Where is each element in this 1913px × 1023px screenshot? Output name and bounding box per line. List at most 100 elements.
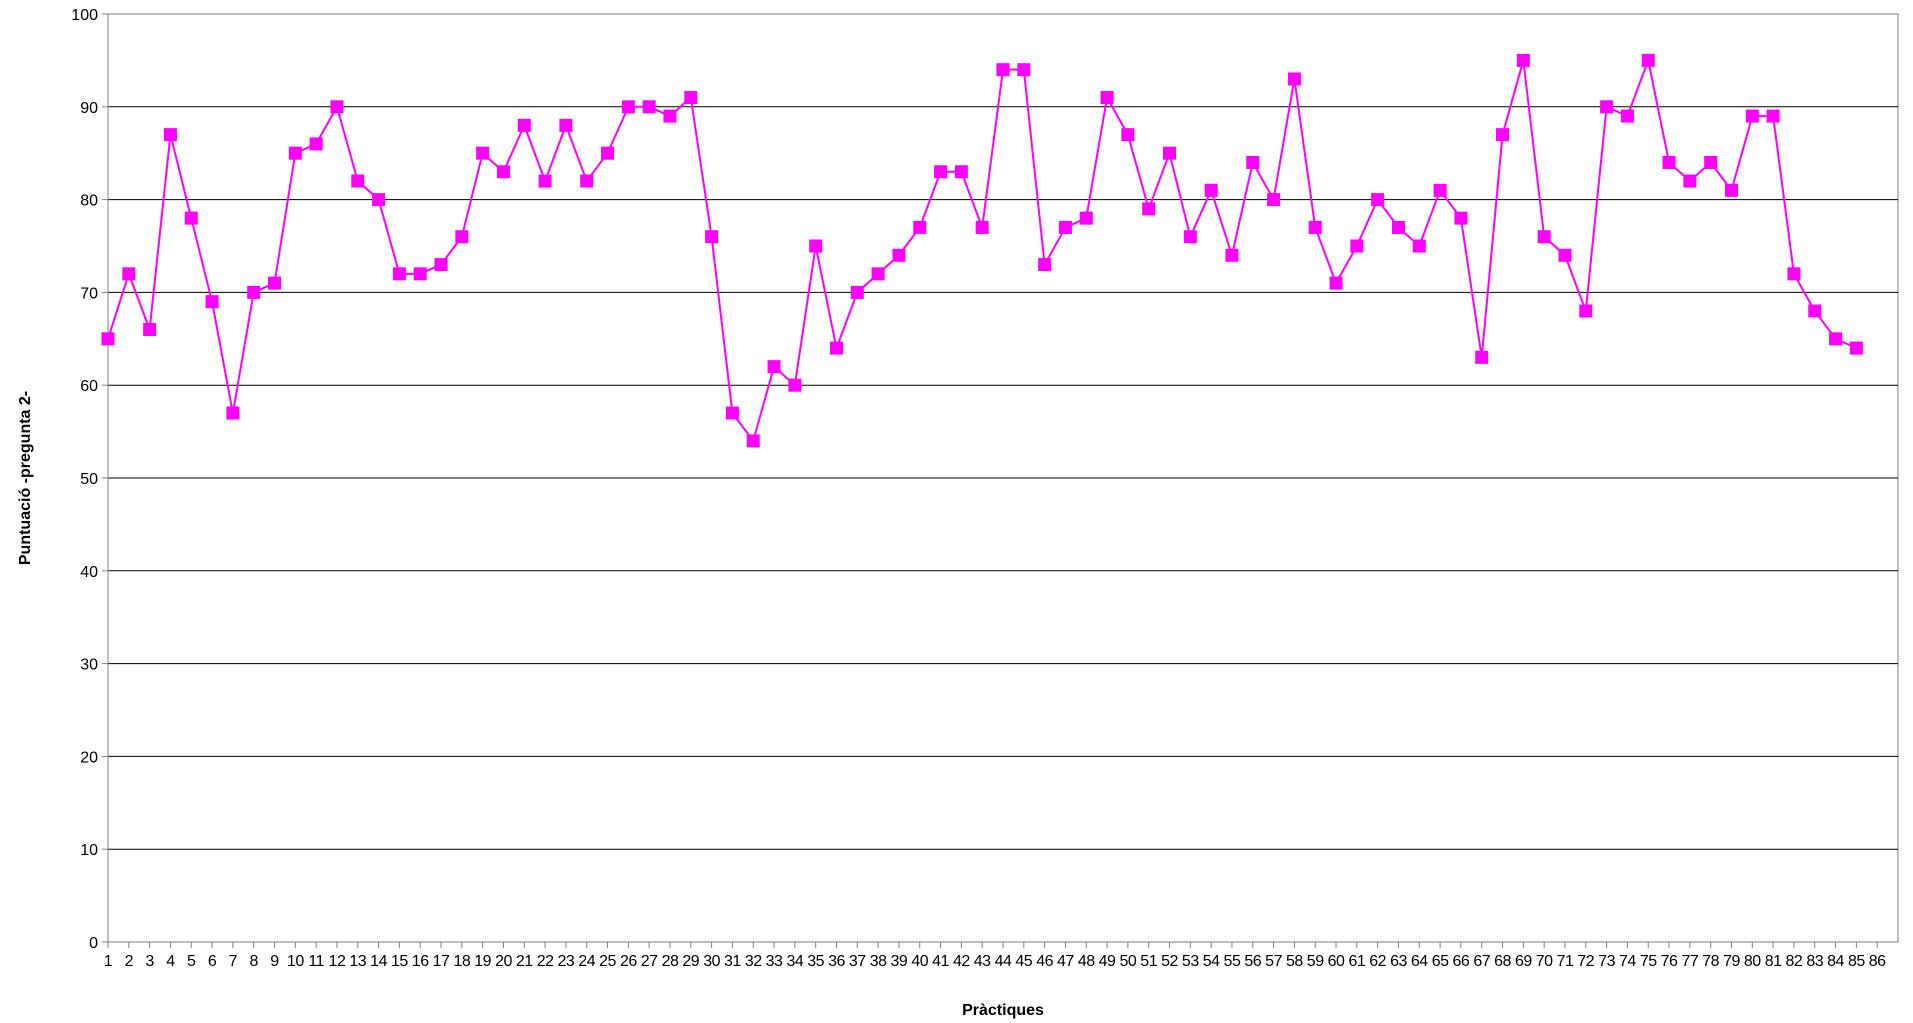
data-point xyxy=(1829,332,1843,346)
data-point xyxy=(725,406,739,420)
data-point xyxy=(1496,128,1510,142)
x-tick-label: 83 xyxy=(1806,953,1823,970)
x-tick-label: 80 xyxy=(1744,953,1761,970)
x-tick-label: 30 xyxy=(703,953,720,970)
x-tick-label: 15 xyxy=(391,953,408,970)
data-point xyxy=(476,146,490,160)
x-tick-label: 1 xyxy=(104,953,113,970)
data-point xyxy=(1100,91,1114,105)
x-tick-label: 82 xyxy=(1786,953,1803,970)
x-tick-label: 48 xyxy=(1078,953,1095,970)
data-point xyxy=(767,360,781,374)
x-tick-label: 17 xyxy=(433,953,450,970)
data-point xyxy=(1641,53,1655,67)
data-point xyxy=(1017,63,1031,77)
data-point xyxy=(601,146,615,160)
x-tick-label: 60 xyxy=(1328,953,1345,970)
x-tick-label: 21 xyxy=(516,953,533,970)
x-tick-label: 41 xyxy=(932,953,949,970)
axes xyxy=(102,13,1898,948)
x-tick-label: 28 xyxy=(662,953,679,970)
x-tick-label: 29 xyxy=(682,953,699,970)
data-point xyxy=(954,165,968,179)
x-tick-label: 8 xyxy=(249,953,258,970)
x-tick-label: 81 xyxy=(1765,953,1782,970)
x-tick-label: 54 xyxy=(1203,953,1220,970)
data-point xyxy=(684,91,698,105)
x-tick-label: 86 xyxy=(1869,953,1886,970)
x-tick-label: 11 xyxy=(308,953,324,970)
x-tick-label: 52 xyxy=(1161,953,1178,970)
data-point xyxy=(1142,202,1156,216)
data-point xyxy=(871,267,885,281)
x-tick-label: 6 xyxy=(208,953,217,970)
x-tick-label: 75 xyxy=(1640,953,1657,970)
data-point xyxy=(1808,304,1822,318)
x-tick-label: 27 xyxy=(641,953,658,970)
data-point xyxy=(1766,109,1780,123)
data-point xyxy=(559,118,573,132)
x-tick-label: 85 xyxy=(1848,953,1865,970)
x-tick-label: 38 xyxy=(870,953,887,970)
data-point xyxy=(850,285,864,299)
data-point xyxy=(1308,220,1322,234)
data-point xyxy=(788,378,802,392)
data-point xyxy=(746,434,760,448)
x-tick-label: 77 xyxy=(1681,953,1698,970)
data-point xyxy=(268,276,282,290)
data-point xyxy=(705,230,719,244)
data-point xyxy=(1079,211,1093,225)
data-point xyxy=(1704,155,1718,169)
y-tick-label: 70 xyxy=(80,285,98,302)
x-tick-label: 50 xyxy=(1119,953,1136,970)
data-point xyxy=(809,239,823,253)
data-point xyxy=(1558,248,1572,262)
data-point xyxy=(247,285,261,299)
x-tick-label: 20 xyxy=(495,953,512,970)
x-tick-label: 31 xyxy=(724,953,741,970)
data-point xyxy=(205,295,219,309)
y-tick-label: 60 xyxy=(80,378,98,395)
x-tick-label: 34 xyxy=(786,953,803,970)
x-tick-label: 70 xyxy=(1536,953,1553,970)
x-tick-label: 47 xyxy=(1057,953,1074,970)
data-point xyxy=(1787,267,1801,281)
data-point xyxy=(1600,100,1614,114)
data-point xyxy=(1475,350,1489,364)
y-tick-label: 80 xyxy=(80,193,98,210)
data-point xyxy=(1849,341,1863,355)
x-tick-label: 35 xyxy=(807,953,824,970)
data-point xyxy=(580,174,594,188)
x-tick-label: 23 xyxy=(558,953,575,970)
gridlines xyxy=(108,106,1898,850)
x-tick-label: 26 xyxy=(620,953,637,970)
x-tick-label: 63 xyxy=(1390,953,1407,970)
y-tick-label: 10 xyxy=(80,842,98,859)
y-tick-label: 90 xyxy=(80,100,98,117)
x-tick-label: 24 xyxy=(578,953,595,970)
data-point xyxy=(1537,230,1551,244)
x-tick-label: 51 xyxy=(1140,953,1157,970)
x-tick-label: 43 xyxy=(974,953,991,970)
data-point xyxy=(1391,220,1405,234)
x-tick-label: 69 xyxy=(1515,953,1532,970)
x-tick-label: 62 xyxy=(1369,953,1386,970)
data-point xyxy=(517,118,531,132)
x-tick-label: 53 xyxy=(1182,953,1199,970)
x-tick-label: 19 xyxy=(474,953,491,970)
x-tick-label: 5 xyxy=(187,953,196,970)
data-point xyxy=(1163,146,1177,160)
data-point xyxy=(538,174,552,188)
x-tick-label: 46 xyxy=(1036,953,1053,970)
x-tick-label: 45 xyxy=(1015,953,1032,970)
data-point xyxy=(1267,193,1281,207)
x-tick-label: 84 xyxy=(1827,953,1844,970)
x-tick-label: 67 xyxy=(1473,953,1490,970)
data-point xyxy=(1225,248,1239,262)
x-tick-label: 49 xyxy=(1099,953,1116,970)
x-tick-label: 37 xyxy=(849,953,866,970)
x-tick-label: 79 xyxy=(1723,953,1740,970)
data-point xyxy=(1246,155,1260,169)
y-tick-label: 20 xyxy=(80,749,98,766)
x-tick-label: 36 xyxy=(828,953,845,970)
